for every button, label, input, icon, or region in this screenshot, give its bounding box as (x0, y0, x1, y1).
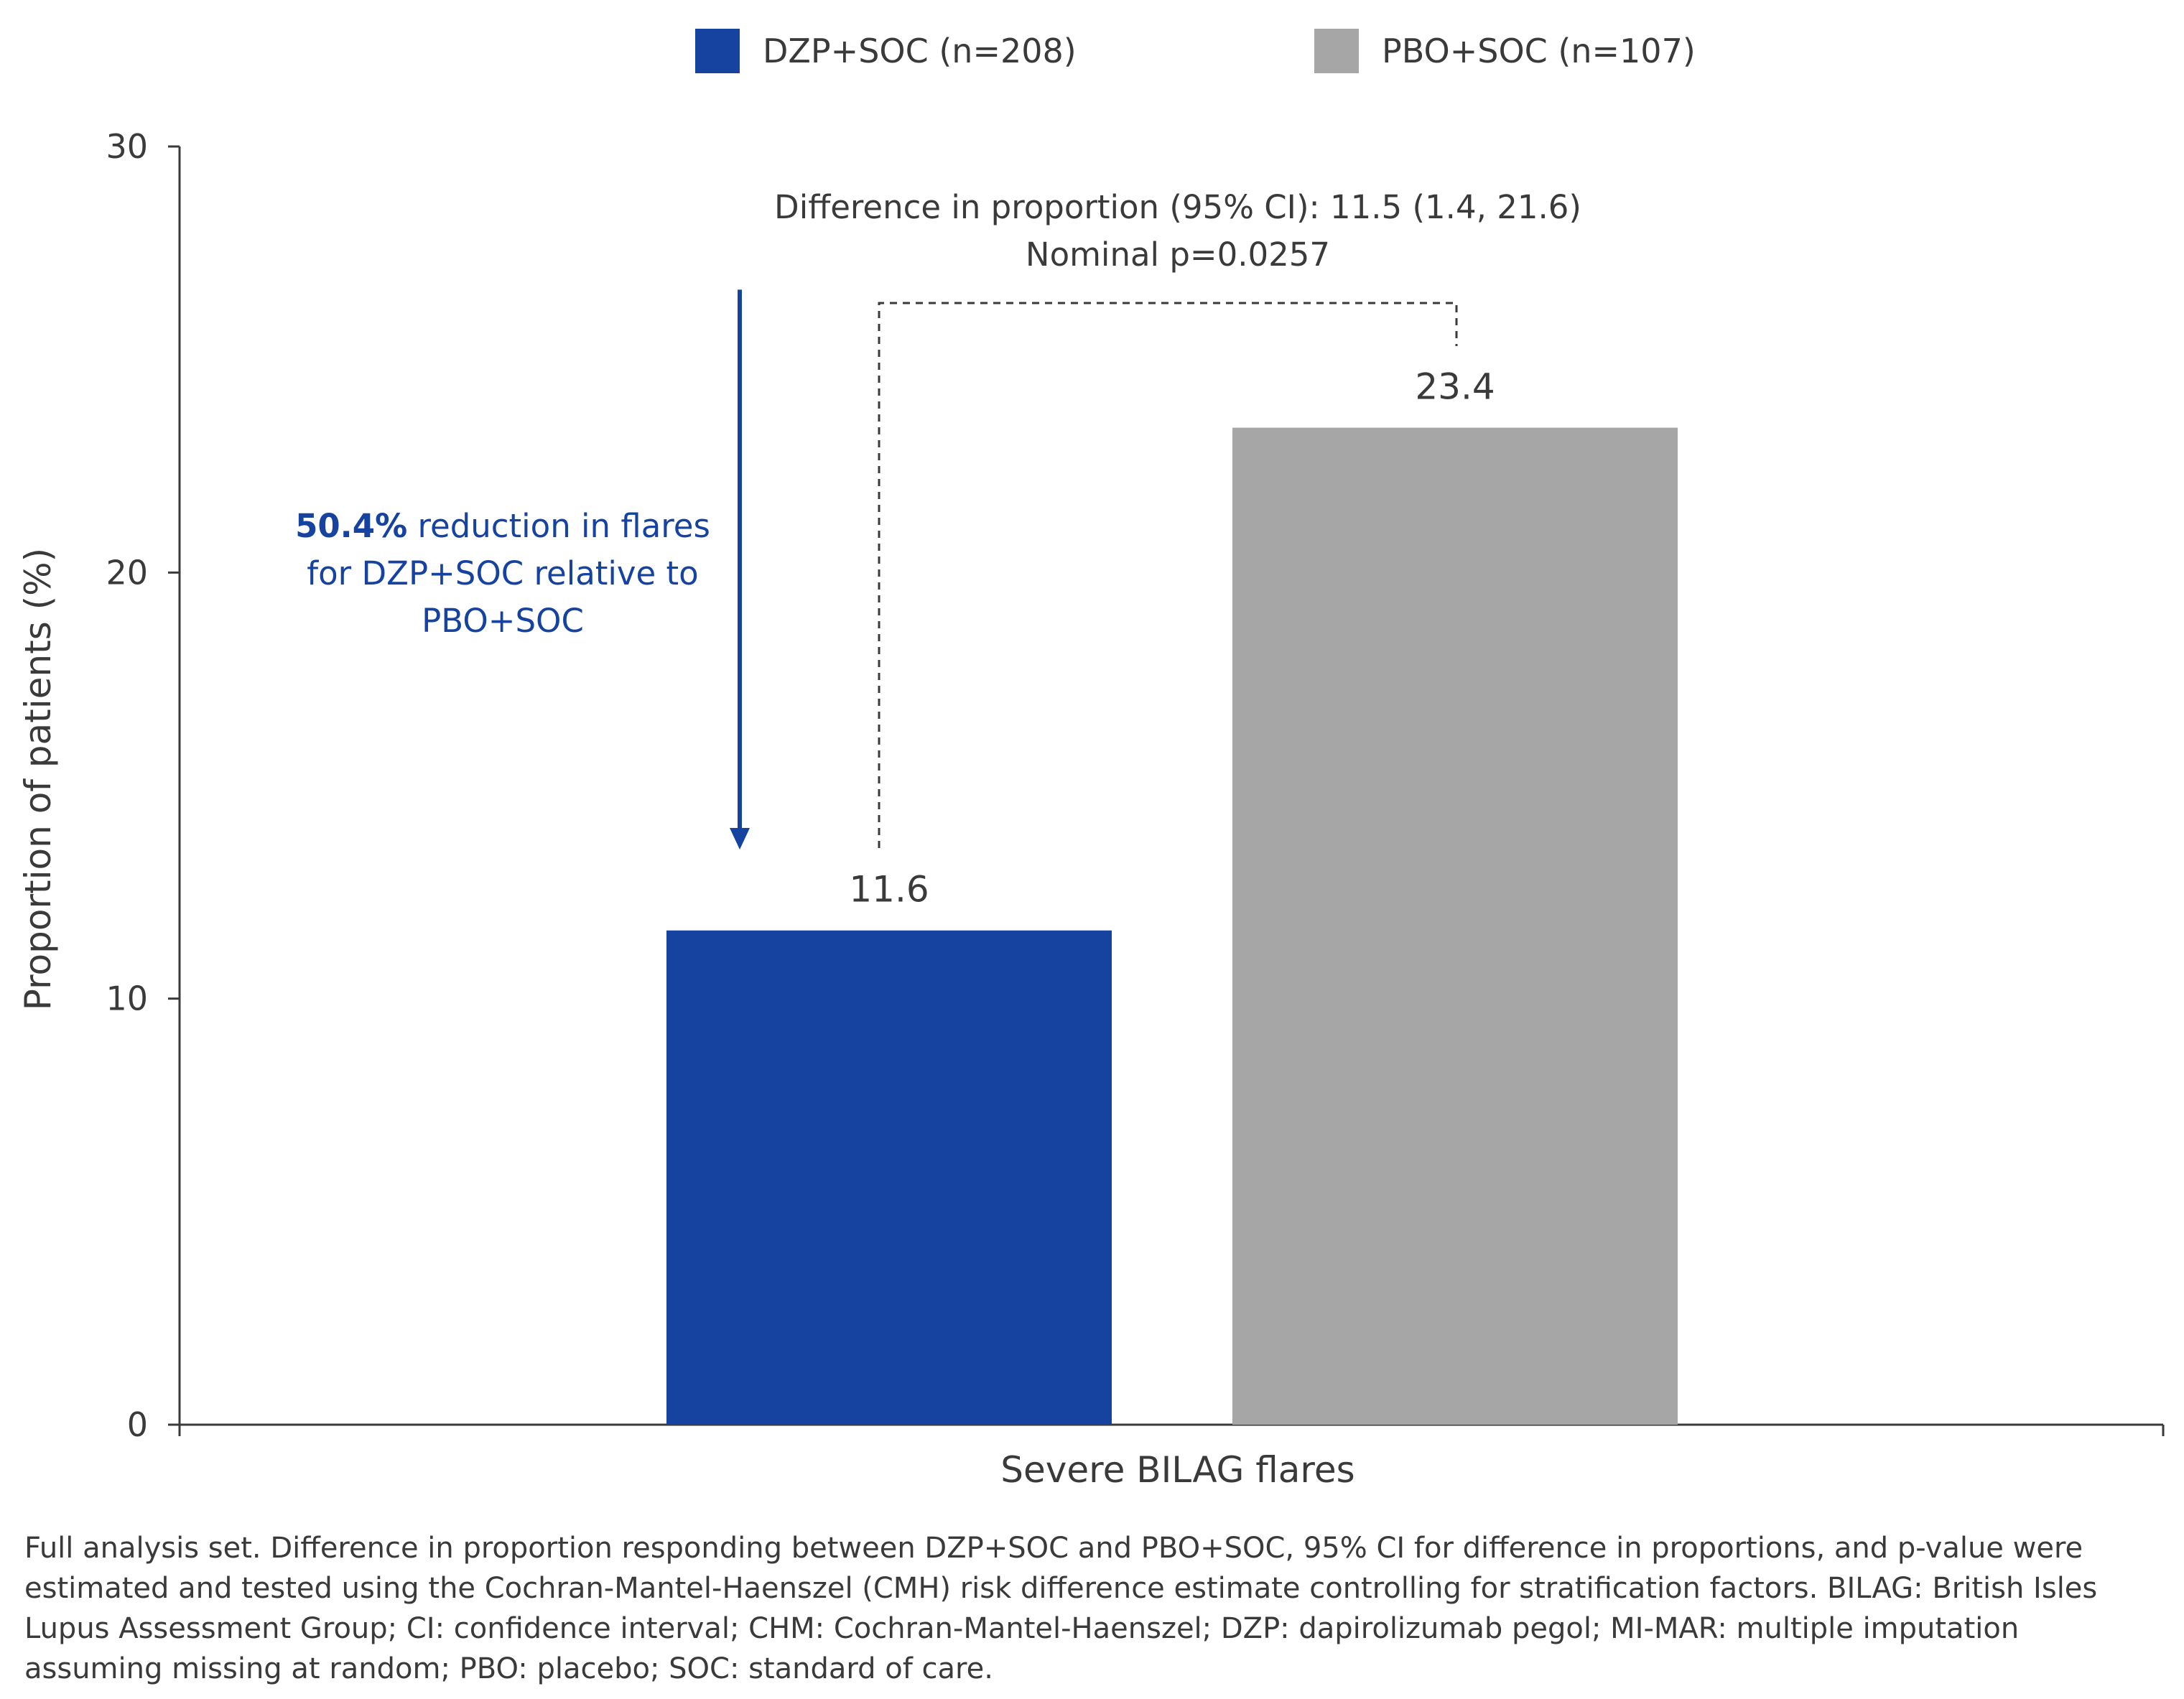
reduction-line-3: PBO+SOC (422, 602, 584, 640)
reduction-annotation: 50.4% reduction in flares for DZP+SOC re… (244, 503, 761, 645)
legend-swatch-dzp (695, 29, 740, 73)
y-tick-label-0: 0 (127, 1405, 148, 1444)
bar-pbo (1232, 427, 1678, 1425)
bar-value-label-dzp: 11.6 (849, 869, 929, 911)
bar-chart: 0 10 20 30 11.6 23.4 Proportion of patients … (17, 127, 2165, 1444)
axes: 0 10 20 30 (106, 127, 2165, 1444)
difference-annotation: Difference in proportion (95% CI): 11.5 … (774, 188, 1581, 226)
legend-swatch-pbo (1314, 29, 1359, 73)
bar-dzp (666, 930, 1112, 1425)
reduction-arrow-head (730, 828, 750, 850)
annotation-graphics (730, 289, 1458, 850)
y-tick-label-10: 10 (106, 979, 148, 1018)
p-value-annotation: Nominal p=0.0257 (1025, 236, 1331, 274)
y-axis-label: Proportion of patients (%) (17, 548, 59, 1010)
legend-item-dzp: DZP+SOC (n=208) (695, 29, 1077, 73)
bars: 11.6 23.4 (666, 366, 1678, 1425)
legend-label-dzp: DZP+SOC (n=208) (763, 32, 1077, 70)
y-tick-label-30: 30 (106, 127, 148, 166)
reduction-line-1-text: reduction in flares (407, 507, 710, 545)
footnote: Full analysis set. Difference in proport… (24, 1532, 2098, 1685)
reduction-line-2: for DZP+SOC relative to (307, 554, 699, 592)
bar-value-label-pbo: 23.4 (1415, 366, 1495, 408)
reduction-line-1: 50.4% reduction in flares (244, 503, 761, 550)
y-tick-label-20: 20 (106, 553, 148, 592)
x-axis-label: Severe BILAG flares (1000, 1449, 1355, 1491)
legend-item-pbo: PBO+SOC (n=107) (1314, 29, 1696, 73)
difference-bracket (878, 302, 1458, 848)
reduction-percent: 50.4% (295, 507, 408, 545)
legend-label-pbo: PBO+SOC (n=107) (1382, 32, 1696, 70)
legend: DZP+SOC (n=208) PBO+SOC (n=107) (0, 29, 2184, 79)
